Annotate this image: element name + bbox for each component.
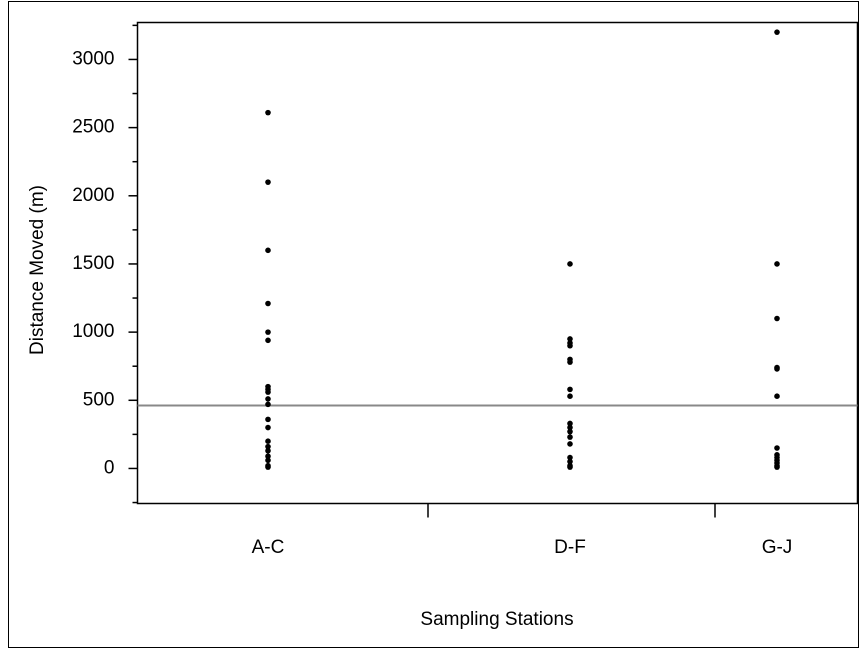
y-tick-label: 0 [104,457,115,478]
data-point [265,300,271,307]
x-tick-label: A-C [252,537,285,558]
data-point [774,366,780,372]
y-tick-label: 2000 [72,185,114,206]
y-axis-label: Distance Moved (m) [27,185,48,355]
x-axis-label: Sampling Stations [420,609,573,630]
data-point [567,464,573,470]
data-point [265,424,271,431]
y-tick-label: 1500 [72,253,114,274]
data-point [774,29,780,35]
data-point [567,434,573,440]
data-point [567,336,573,342]
data-point [774,445,780,451]
data-point [265,109,271,116]
y-tick-label: 2500 [72,117,114,138]
data-point [265,443,271,450]
data-point [567,359,573,365]
data-point [567,393,573,400]
data-point [265,389,271,395]
data-point [567,424,573,431]
data-point [265,247,271,254]
data-point [567,458,573,465]
data-point [567,428,573,435]
data-point [774,315,780,322]
data-point [567,386,573,393]
data-point [265,447,271,454]
data-point [265,438,271,444]
data-point [265,329,271,335]
data-point [774,261,780,267]
y-tick-label: 3000 [72,48,114,69]
y-tick-label: 500 [83,389,115,410]
data-point [265,464,271,470]
y-tick-label: 1000 [72,321,114,342]
x-tick-label: D-F [554,537,586,558]
data-point [774,393,780,400]
data-point [265,453,271,459]
data-point [265,337,271,344]
frame [8,1,859,648]
data-point [265,416,271,423]
x-tick-label: G-J [762,537,793,558]
data-point [774,464,780,470]
data-point [567,261,573,267]
plot-area [136,21,859,505]
data-point [265,179,271,185]
data-point [265,396,271,402]
data-point [567,441,573,447]
data-point [265,457,271,464]
data-point [567,420,573,427]
data-point [567,454,573,461]
data-point [265,401,271,408]
data-point [567,342,573,349]
